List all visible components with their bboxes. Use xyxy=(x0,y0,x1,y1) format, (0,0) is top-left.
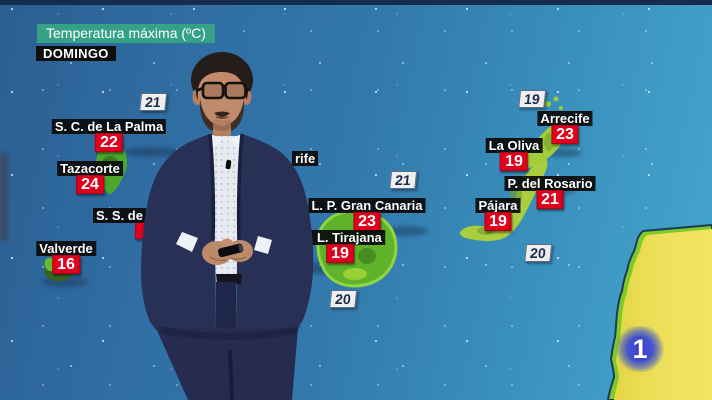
city-label-pajara: Pájara 19 xyxy=(475,198,521,231)
sea-temp-badge: 20 xyxy=(524,244,552,262)
city-label-sc-la-palma: S. C. de La Palma 22 xyxy=(51,119,167,152)
temp-badge: 19 xyxy=(326,244,354,263)
map-shadow-smudge xyxy=(0,153,8,241)
presenter-trousers xyxy=(156,328,298,400)
city-name: S. S. de xyxy=(93,208,146,223)
city-label-lp-gran-canaria: L. P. Gran Canaria 23 xyxy=(308,198,426,231)
city-label-arrecife: Arrecife 23 xyxy=(537,111,593,144)
lapel-mic xyxy=(225,160,232,170)
city-name: Pájara xyxy=(475,198,521,213)
city-name: La Oliva xyxy=(485,138,543,153)
city-name: Valverde xyxy=(36,241,96,256)
africa-coastline xyxy=(606,223,712,400)
islet-la-graciosa xyxy=(545,101,551,107)
city-label-tirajana: ta. L. Tirajana 19 xyxy=(295,230,385,263)
title-banner: Temperatura máxima (ºC) xyxy=(37,24,215,43)
city-name: L. P. Gran Canaria xyxy=(308,198,426,213)
temp-badge: 21 xyxy=(536,190,564,209)
city-label-tenerife-partial: rife xyxy=(292,151,319,166)
city-name: ta. L. Tirajana xyxy=(295,230,385,245)
city-name: rife xyxy=(292,151,319,166)
city-name: Tazacorte xyxy=(57,161,123,176)
temp-badge: 23 xyxy=(551,125,579,144)
day-banner: DOMINGO xyxy=(36,46,116,61)
sea-temp-badge: 20 xyxy=(329,290,357,308)
city-label-valverde: Valverde 16 xyxy=(36,241,96,274)
city-name: S. C. de La Palma xyxy=(51,119,167,134)
temp-badge: 23 xyxy=(353,212,381,231)
temp-badge: 19 xyxy=(484,212,512,231)
temp-badge: 24 xyxy=(76,175,104,194)
tve-la1-logo: 1 xyxy=(616,326,664,372)
city-label-tazacorte: Tazacorte 24 xyxy=(57,161,123,194)
city-label-la-oliva: La Oliva 19 xyxy=(485,138,543,171)
city-label-p-del-rosario: P. del Rosario 21 xyxy=(504,176,596,209)
city-name: P. del Rosario xyxy=(504,176,596,191)
temp-badge: 16 xyxy=(52,255,80,274)
top-letterbox-bar xyxy=(0,0,712,5)
presenter-beard xyxy=(199,98,245,133)
sea-temp-badge: 21 xyxy=(389,171,417,189)
weather-presenter xyxy=(141,52,314,400)
presenter-hands xyxy=(202,238,253,265)
temp-badge: 22 xyxy=(95,133,123,152)
channel-number: 1 xyxy=(632,333,648,364)
presenter-belt xyxy=(216,274,242,284)
temp-badge: 19 xyxy=(500,152,528,171)
city-name: Arrecife xyxy=(537,111,593,126)
presenter-glasses xyxy=(195,81,250,100)
city-label-ss-gomera: S. S. de xyxy=(93,208,146,223)
presenter-remote xyxy=(218,243,244,258)
presenter-suit xyxy=(141,133,314,400)
sea-temp-badge: 19 xyxy=(518,90,546,108)
coast-sand xyxy=(614,229,712,400)
